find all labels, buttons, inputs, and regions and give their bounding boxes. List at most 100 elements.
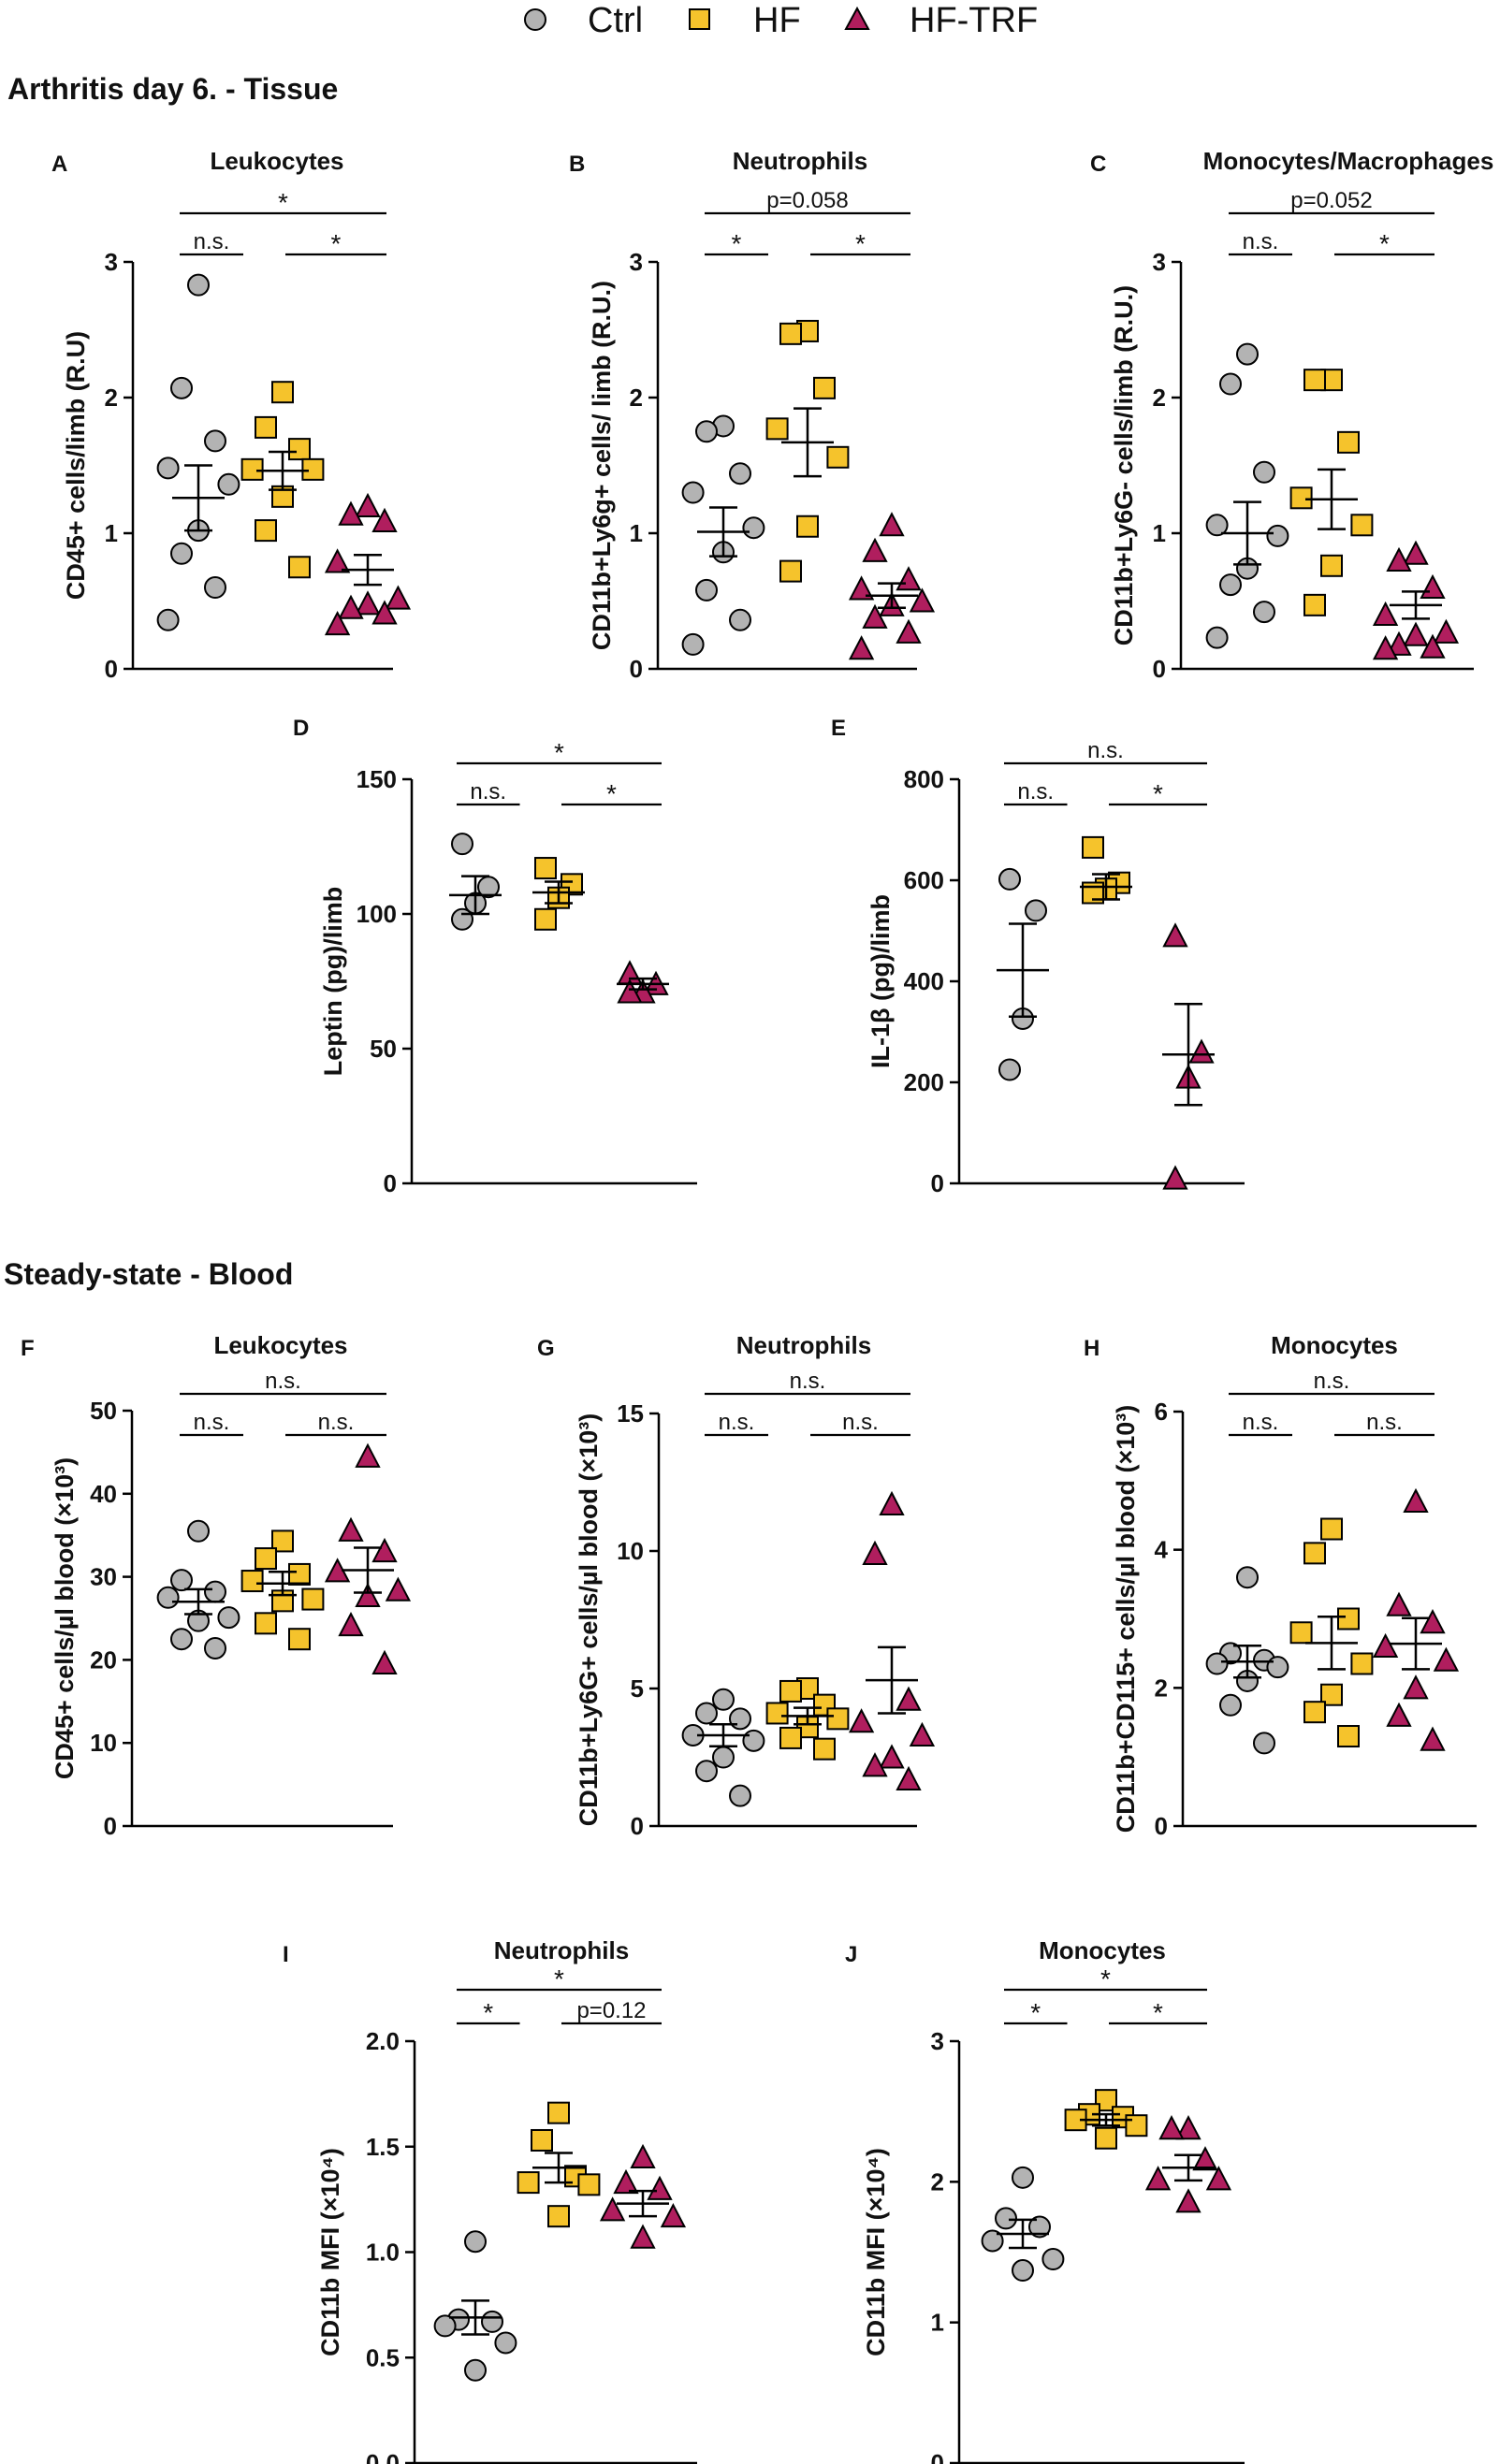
significance-label: n.s.: [1243, 1410, 1279, 1435]
hf-trf-point: [338, 1611, 364, 1637]
y-tick-label: 20: [90, 1645, 117, 1674]
significance-label: n.s.: [719, 1410, 755, 1435]
panels: A Leukocytes 0 1 2 3 CD45+ cells/limb (R.U) n.s…: [21, 147, 1493, 2464]
panel-title: Monocytes/Macrophages: [1203, 147, 1494, 175]
significance-label: n.s.: [842, 1410, 879, 1435]
hf-trf-point: [879, 1744, 905, 1769]
hf-point: [1303, 1701, 1326, 1724]
panel-title: Neutrophils: [733, 147, 867, 175]
legend-label-hf-trf: HF-TRF: [910, 1, 1038, 40]
significance-label: *: [1379, 229, 1390, 258]
ctrl-point: [464, 2230, 487, 2254]
y-tick-label: 40: [90, 1480, 117, 1508]
hf-trf-point: [1403, 1674, 1429, 1700]
hf-point: [240, 457, 264, 481]
y-tick-label: 1: [1153, 519, 1166, 547]
hf-point: [813, 376, 836, 399]
hf-trf-point: [338, 594, 364, 619]
ctrl-point: [998, 867, 1021, 891]
y-tick-label: 15: [617, 1399, 644, 1428]
y-axis-label: CD11b+CD115+ cells/µl blood (×10³): [1112, 1405, 1140, 1833]
ctrl-point: [217, 1606, 240, 1630]
hf-trf-point: [1403, 621, 1429, 646]
ctrl-point: [451, 907, 473, 931]
ctrl-point: [1041, 2248, 1065, 2271]
hf-point: [517, 2171, 540, 2195]
hf-point: [301, 1587, 325, 1611]
panel-letter: A: [51, 152, 67, 177]
ctrl-point: [156, 608, 180, 631]
hf-trf-point: [1420, 573, 1446, 599]
y-tick-label: 50: [370, 1035, 397, 1063]
hf-point: [1289, 486, 1313, 510]
hf-trf-point: [1420, 633, 1446, 659]
hf-point: [547, 2205, 570, 2228]
panel-g: G Neutrophils 0 5 10 15 CD11b+Ly6G+ cells/µl b…: [537, 1331, 936, 1840]
ctrl-point: [451, 833, 473, 856]
hf-trf-point: [1144, 2166, 1172, 2191]
hf-point: [288, 1562, 311, 1586]
hf-trf-point: [879, 512, 905, 537]
hf-point: [288, 1628, 311, 1651]
y-tick-label: 1.5: [366, 2133, 400, 2161]
hf-point: [301, 457, 325, 481]
y-tick-label: 1.0: [366, 2239, 400, 2267]
ctrl-point: [1266, 1656, 1289, 1679]
panel-letter: D: [293, 716, 309, 741]
panel-f: F Leukocytes 0 10 20 30 40 50 CD45+ cells/µl blo…: [21, 1331, 412, 1840]
y-axis-label: CD11b+Ly6G- cells/limb (R.U.): [1110, 285, 1138, 645]
ctrl-point: [170, 542, 193, 565]
panel-h: H Monocytes 0 2 4 6 CD11b+CD115+ cells/µl bloo…: [1084, 1331, 1477, 1840]
hf-point: [765, 417, 789, 441]
ctrl-point: [170, 1628, 193, 1651]
panel-i: I Neutrophils 0.0 0.5 1.0 1.5 2.0 CD11b MFI (×1…: [283, 1936, 697, 2464]
hf-trf-point: [1403, 540, 1429, 565]
ctrl-point: [695, 578, 718, 602]
ctrl-point: [742, 516, 765, 540]
ctrl-point: [481, 2310, 503, 2333]
y-axis-label: CD45+ cells/limb (R.U): [62, 331, 90, 600]
y-tick-label: 0.5: [366, 2343, 400, 2371]
panel-j: J Monocytes 0 1 2 3 CD11b MFI (×10⁴) * * *: [845, 1936, 1245, 2464]
hf-trf-point: [896, 618, 922, 644]
y-tick-label: 2: [105, 384, 118, 412]
hf-point: [531, 2128, 553, 2152]
panel-letter: H: [1084, 1336, 1100, 1361]
significance-label: n.s.: [318, 1410, 355, 1435]
hf-trf-point: [338, 1516, 364, 1542]
ctrl-point: [1253, 601, 1275, 624]
significance-label: *: [1153, 779, 1163, 808]
panel-b: B Neutrophils 0 1 2 3 CD11b+Ly6g+ cells/ limb …: [569, 147, 936, 683]
hf-point: [1303, 1542, 1326, 1565]
hf-trf-point: [1386, 1702, 1412, 1727]
y-tick-label: 1: [105, 519, 118, 547]
y-tick-label: 0: [631, 1812, 644, 1840]
significance-label: n.s.: [194, 229, 230, 254]
y-tick-label: 0: [1155, 1812, 1168, 1840]
hf-trf-point: [1420, 1726, 1446, 1751]
significance-label: n.s.: [1314, 1369, 1350, 1394]
hf-point: [1337, 1607, 1360, 1631]
y-tick-label: 200: [904, 1068, 944, 1096]
ctrl-point: [464, 2358, 487, 2382]
hf-trf-point: [371, 600, 398, 625]
y-tick-label: 0: [105, 655, 118, 683]
hf-point: [288, 556, 311, 579]
hf-point: [779, 322, 802, 345]
ctrl-point: [187, 273, 210, 297]
ctrl-point: [1205, 626, 1229, 649]
hf-trf-point: [1433, 1646, 1460, 1672]
hf-trf-point: [630, 2224, 656, 2249]
ctrl-point: [1025, 899, 1047, 922]
y-axis-label: CD11b+Ly6g+ cells/ limb (R.U.): [588, 281, 616, 650]
significance-label: *: [1100, 1964, 1111, 1993]
ctrl-point: [204, 576, 226, 599]
hf-point: [779, 1726, 802, 1749]
hf-point: [534, 857, 557, 880]
hf-trf-point: [1386, 630, 1412, 656]
ctrl-point: [729, 1784, 751, 1807]
panel-letter: I: [283, 1942, 289, 1967]
y-tick-label: 10: [617, 1537, 644, 1565]
hf-trf-point: [862, 1752, 888, 1777]
hf-point: [826, 445, 850, 469]
